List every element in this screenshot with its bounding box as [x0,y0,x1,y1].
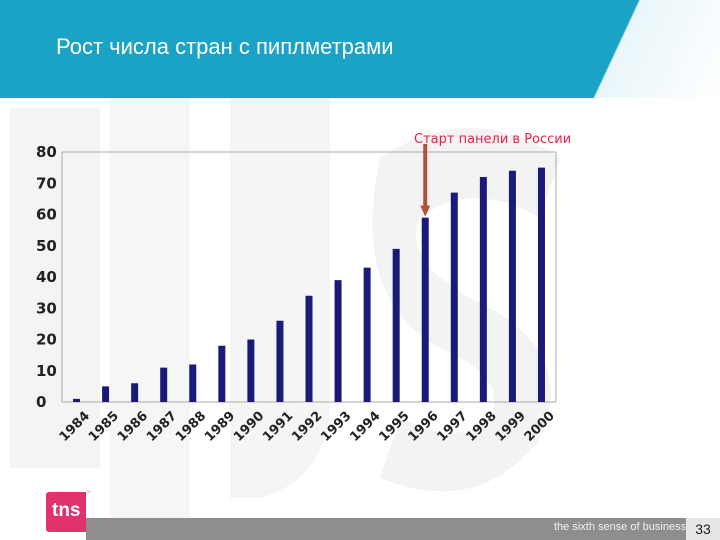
chart-annotation: Старт панели в России [414,132,572,147]
tns-logo [46,492,86,532]
x-tick-label: 1997 [435,409,471,445]
y-tick-label: 60 [36,206,57,224]
x-tick-label: 1999 [493,409,529,445]
y-tick-label: 80 [36,143,57,161]
bar [334,280,342,402]
y-tick-label: 20 [36,331,57,349]
bar [218,345,226,402]
x-tick-label: 1984 [57,409,93,445]
footer-slogan: the sixth sense of business™ [554,521,698,533]
bar [73,398,81,402]
bar [363,267,371,402]
bar [537,167,545,402]
bar [276,320,284,402]
logo-text: tns [52,500,81,521]
bar [247,339,255,402]
x-tick-label: 1995 [376,409,412,445]
x-tick-label: 1993 [318,409,354,445]
bar [305,295,313,402]
bar [450,192,458,402]
x-tick-label: 1985 [86,409,122,445]
x-tick-label: 2000 [522,409,558,445]
x-tick-label: 1996 [405,409,441,445]
x-tick-label: 1991 [260,409,296,445]
x-tick-label: 1990 [231,409,267,445]
y-tick-label: 10 [36,362,57,380]
bar [189,364,197,402]
page-title: Рост числа стран с пиплметрами [56,34,394,59]
x-tick-label: 1987 [144,409,180,445]
y-tick-label: 30 [36,299,57,317]
bar [392,248,400,402]
y-tick-label: 70 [36,174,57,192]
x-tick-label: 1986 [115,409,151,445]
bar [102,386,110,402]
y-tick-label: 50 [36,237,57,255]
page-number: 33 [695,521,711,537]
x-tick-label: 1998 [464,409,500,445]
y-tick-label: 40 [36,268,57,286]
bar [508,170,516,402]
annotation-arrow-head [420,205,431,217]
bar-chart: 0 10 20 30 40 50 60 70 80 19841985198619871988198… [36,143,558,445]
logo-trademark: ™ [86,490,91,496]
bar [131,383,139,402]
header-band [0,0,720,98]
page-number-box: 33 [686,518,720,540]
bar [479,177,487,402]
x-tick-label: 1989 [202,409,238,445]
x-tick-label: 1994 [347,409,383,445]
header-decoration [570,0,720,98]
x-tick-label: 1988 [173,409,209,445]
footer-bar [86,518,720,540]
bar [421,217,429,402]
bar [160,367,168,402]
y-tick-label: 0 [36,393,46,411]
x-tick-label: 1992 [289,409,325,445]
